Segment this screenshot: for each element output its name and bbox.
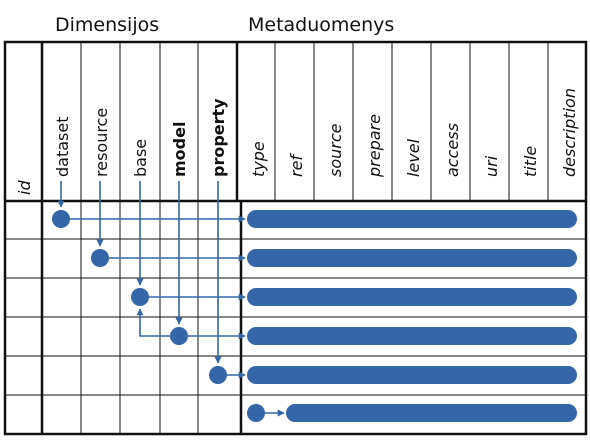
header-id: id bbox=[15, 180, 34, 195]
header-type: type bbox=[249, 141, 268, 177]
property-dot bbox=[209, 366, 227, 384]
metadata-bars bbox=[247, 210, 577, 422]
dimensions-title: Dimensijos bbox=[55, 14, 159, 36]
resource-dot bbox=[91, 249, 109, 267]
header-dataset: dataset bbox=[53, 117, 72, 178]
outer-border bbox=[3, 40, 588, 436]
metadata-title: Metaduomenys bbox=[248, 14, 394, 36]
header-description: description bbox=[560, 88, 579, 177]
connector-arrows bbox=[57, 181, 285, 417]
header-source: source bbox=[326, 123, 345, 177]
header-title: title bbox=[521, 146, 540, 177]
row-lines bbox=[5, 238, 586, 396]
thick-borders bbox=[3, 40, 588, 436]
model-dot bbox=[170, 327, 188, 345]
enum-dot bbox=[247, 404, 265, 422]
header-access: access bbox=[443, 123, 462, 177]
header-level: level bbox=[404, 138, 423, 177]
dataset-dot bbox=[52, 210, 70, 228]
header-property: property bbox=[209, 98, 228, 177]
column-headers: id dataset resource base model property … bbox=[15, 88, 579, 195]
header-base: base bbox=[131, 139, 150, 177]
header-model: model bbox=[170, 122, 189, 177]
header-prepare: prepare bbox=[365, 114, 384, 178]
base-dot bbox=[131, 288, 149, 306]
header-uri: uri bbox=[482, 155, 501, 177]
model-to-base-arrow bbox=[136, 308, 179, 337]
dimension-dots bbox=[52, 210, 265, 422]
header-resource: resource bbox=[92, 108, 111, 177]
header-ref: ref bbox=[287, 153, 306, 177]
